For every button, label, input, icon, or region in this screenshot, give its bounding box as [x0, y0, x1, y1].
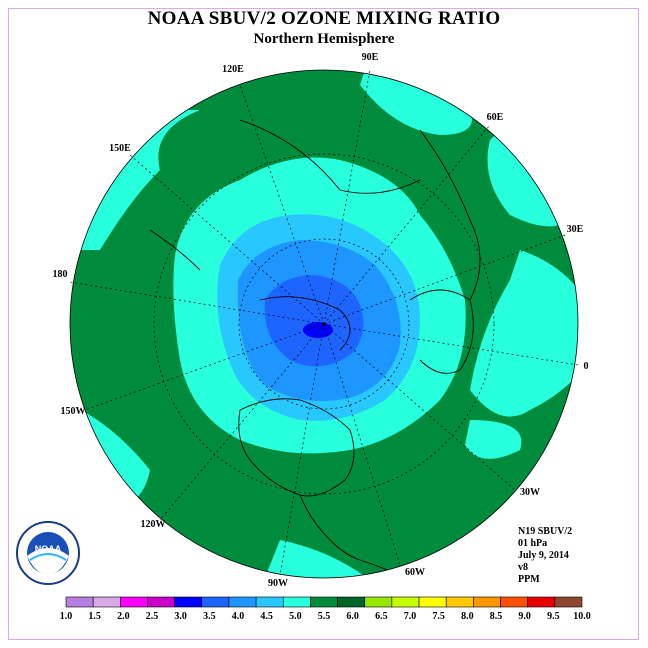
lon-label-30w: 30W	[520, 487, 540, 498]
legend-swatch	[473, 596, 501, 608]
lon-label-150e: 150E	[109, 143, 131, 154]
legend-tick-label: 7.0	[404, 611, 417, 622]
lon-label-0: 0	[584, 361, 589, 372]
lon-label-30e: 30E	[567, 224, 584, 235]
ozone-patch-cyan-e	[470, 250, 578, 417]
lon-label-120w: 120W	[141, 519, 166, 530]
info-block: N19 SBUV/2 01 hPa July 9, 2014 v8 PPM	[518, 526, 572, 586]
map-boundary	[69, 69, 579, 579]
noaa-logo-text: NOAA	[35, 544, 62, 554]
lon-label-90w: 90W	[268, 578, 288, 589]
legend-tick-label: 3.0	[174, 611, 187, 622]
legend-swatch	[92, 596, 121, 608]
legend-tick-label: 9.0	[518, 611, 531, 622]
legend-swatch	[147, 596, 175, 608]
legend-tick-label: 4.5	[260, 611, 273, 622]
graticule	[69, 69, 579, 576]
legend-tick-label: 2.5	[146, 611, 159, 622]
ozone-contours	[70, 70, 578, 578]
noaa-logo: NOAA	[16, 521, 80, 585]
legend-swatch	[418, 596, 447, 608]
legend-swatch	[201, 596, 230, 608]
bering-outline	[149, 229, 201, 271]
map-subtitle: Northern Hemisphere	[253, 31, 395, 47]
legend-swatch	[120, 596, 148, 608]
legend-tick-label: 10.0	[573, 611, 591, 622]
legend-swatch	[554, 596, 583, 608]
info-units: PPM	[518, 574, 540, 585]
info-date: July 9, 2014	[518, 550, 569, 561]
legend-swatch	[228, 596, 257, 608]
legend-tick-label: 6.5	[375, 611, 388, 622]
legend-swatch	[500, 596, 528, 608]
info-level: 01 hPa	[518, 538, 548, 549]
legend-swatch	[174, 596, 203, 608]
plot-frame	[8, 8, 639, 640]
info-satellite: N19 SBUV/2	[518, 526, 573, 537]
north-america-outline	[238, 398, 355, 497]
legend-swatch	[310, 596, 338, 608]
lon-label-60w: 60W	[405, 567, 425, 578]
legend-tick-label: 3.5	[203, 611, 216, 622]
legend-swatch	[391, 596, 420, 608]
legend-tick-label: 5.5	[318, 611, 331, 622]
colorbar-legend: 1.0 1.5 2.0 2.5 3.0 3.5 4.0 4.5 5.0 5.5 6.0 6.5 7.0 7…	[60, 596, 591, 622]
asia-north-outline	[239, 119, 421, 194]
legend-tick-label: 5.0	[289, 611, 302, 622]
legend-tick-label: 4.0	[232, 611, 245, 622]
legend-tick-label: 9.5	[547, 611, 560, 622]
legend-tick-label: 8.0	[461, 611, 474, 622]
legend-tick-label: 7.5	[432, 611, 445, 622]
europe-outline	[409, 289, 474, 374]
arctic-islands-outline	[259, 296, 351, 351]
legend-swatch	[65, 596, 94, 608]
legend-tick-label: 2.0	[117, 611, 130, 622]
ozone-region-2.5	[303, 322, 333, 338]
lon-label-180: 180	[53, 269, 68, 280]
info-version: v8	[518, 562, 528, 573]
ozone-patch-cyan-se	[465, 420, 522, 459]
legend-swatch	[527, 596, 556, 608]
lon-label-150w: 150W	[61, 406, 86, 417]
lon-label-60e: 60E	[487, 112, 504, 123]
legend-tick-label: 1.5	[88, 611, 101, 622]
map-title: NOAA SBUV/2 OZONE MIXING RATIO	[147, 8, 501, 29]
lon-label-120e: 120E	[222, 64, 244, 75]
ozone-region-3.0	[264, 275, 364, 367]
lon-label-90e: 90E	[362, 52, 379, 63]
coastlines	[149, 119, 481, 578]
legend-swatch	[282, 596, 311, 608]
legend-tick-label: 8.5	[490, 611, 503, 622]
ozone-patch-cyan-n	[360, 70, 472, 135]
legend-swatch	[337, 596, 366, 608]
asia-west-outline	[419, 129, 481, 301]
central-america-outline	[299, 494, 361, 561]
legend-swatch	[255, 596, 284, 608]
legend-tick-label: 1.0	[60, 611, 73, 622]
legend-tick-label: 6.0	[346, 611, 359, 622]
legend-swatch	[364, 596, 393, 608]
legend-swatch	[445, 596, 474, 608]
